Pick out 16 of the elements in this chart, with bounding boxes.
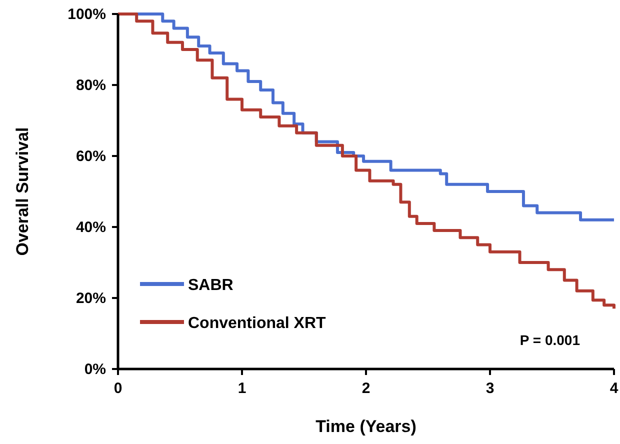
y-axis-title: Overall Survival: [13, 127, 32, 256]
x-tick-label: 3: [486, 380, 494, 397]
x-axis-title: Time (Years): [316, 417, 416, 436]
y-tick-label: 60%: [76, 148, 106, 165]
y-tick-label: 0%: [84, 361, 106, 378]
legend-label: SABR: [188, 277, 234, 294]
y-tick-label: 40%: [76, 219, 106, 236]
x-tick-label: 0: [114, 380, 122, 397]
y-tick-label: 80%: [76, 77, 106, 94]
annotation: P = 0.001: [520, 332, 580, 348]
y-tick-label: 100%: [68, 6, 106, 23]
x-tick-label: 2: [362, 380, 370, 397]
legend-label: Conventional XRT: [188, 315, 326, 332]
y-tick-label: 20%: [76, 290, 106, 307]
x-tick-label: 4: [610, 380, 619, 397]
x-tick-label: 1: [238, 380, 246, 397]
